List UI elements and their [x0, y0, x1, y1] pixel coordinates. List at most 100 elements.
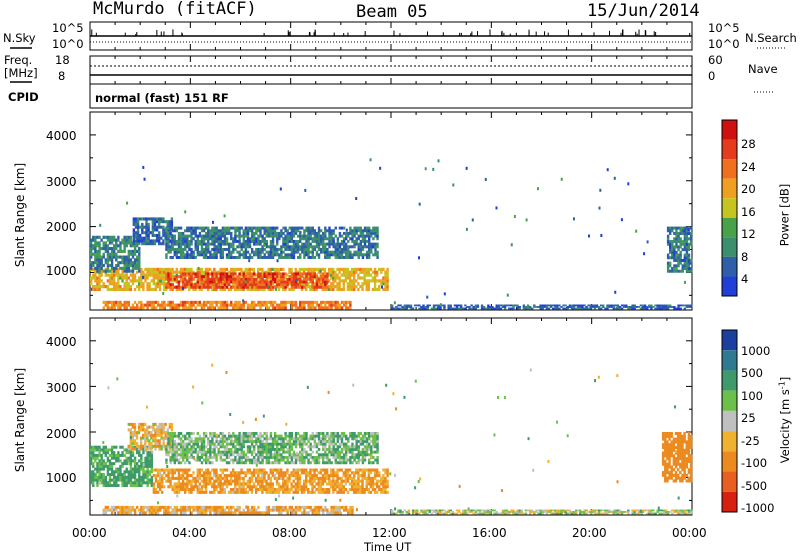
velocity-cell	[325, 487, 329, 492]
velocity-cell	[190, 479, 193, 483]
power-cell	[365, 245, 369, 249]
power-cell	[687, 245, 691, 249]
power-cell	[288, 277, 291, 281]
power-cell	[188, 275, 191, 279]
power-cell	[119, 247, 122, 251]
power-cell	[223, 229, 227, 233]
power-point	[142, 165, 145, 169]
velocity-cell	[277, 468, 281, 472]
power-cell	[238, 231, 241, 235]
velocity-cell	[169, 461, 172, 465]
velocity-cell	[236, 490, 239, 494]
power-cell	[102, 244, 105, 248]
power-cell	[441, 304, 444, 307]
power-cell	[369, 273, 373, 277]
power-cell	[679, 245, 682, 249]
power-cell	[119, 300, 122, 304]
power-cell	[309, 234, 312, 238]
velocity-cell	[231, 490, 235, 494]
velocity-cell	[359, 474, 362, 478]
power-cell	[117, 273, 120, 277]
power-cell	[166, 228, 169, 232]
power-cell	[230, 234, 233, 238]
power-cell	[612, 304, 615, 307]
power-cell	[330, 306, 333, 310]
power-cell	[255, 285, 258, 289]
velocity-cell	[319, 482, 323, 486]
power-cell	[246, 239, 250, 243]
power-cell	[108, 258, 112, 262]
power-cell	[286, 237, 289, 241]
power-cell	[311, 255, 314, 259]
velocity-cell	[248, 482, 252, 486]
power-cell	[305, 300, 308, 304]
velocity-cell	[221, 476, 224, 480]
power-cell	[121, 270, 124, 274]
power-cell	[689, 231, 693, 235]
power-cell	[154, 276, 158, 280]
power-cell	[207, 229, 210, 233]
power-cell	[296, 250, 300, 254]
velocity-cell	[298, 479, 302, 483]
velocity-cell	[196, 485, 199, 489]
velocity-cell	[127, 444, 130, 448]
velocity-cell	[305, 476, 308, 480]
power-cell	[269, 250, 273, 254]
power-cell	[269, 231, 273, 235]
velocity-cell	[154, 436, 157, 440]
velocity-cell	[375, 490, 379, 494]
power-cell	[219, 272, 222, 276]
power-cell	[125, 269, 128, 273]
velocity-cell	[269, 485, 272, 489]
power-cell	[112, 300, 116, 304]
power-cell	[90, 266, 93, 270]
power-cell	[221, 253, 225, 257]
power-cell	[324, 303, 327, 307]
velocity-cell	[292, 479, 295, 483]
power-cell	[198, 303, 202, 307]
velocity-cell	[146, 436, 149, 440]
power-cell	[213, 234, 216, 238]
power-cell	[194, 242, 197, 246]
velocity-cell	[158, 485, 162, 489]
velocity-cell	[206, 471, 210, 475]
power-cell	[154, 282, 158, 286]
power-cell	[90, 282, 93, 286]
power-cell	[238, 300, 241, 304]
power-cell	[643, 304, 647, 307]
velocity-cell	[271, 487, 275, 492]
power-cell	[311, 303, 314, 307]
power-cell	[278, 255, 281, 259]
power-cell	[345, 242, 348, 246]
power-cell	[313, 229, 317, 233]
power-cell	[327, 287, 331, 292]
velocity-cell	[156, 433, 159, 437]
power-cell	[296, 242, 300, 246]
power-cell	[227, 226, 231, 230]
power-cell	[365, 255, 369, 259]
power-cell	[169, 239, 172, 243]
power-cell	[277, 285, 281, 289]
velocity-cell	[98, 462, 101, 466]
power-cell	[158, 287, 162, 292]
velocity-cell	[133, 456, 137, 460]
power-cell	[184, 300, 187, 304]
power-cell	[669, 226, 672, 230]
power-cell	[301, 280, 304, 284]
power-cell	[384, 279, 387, 283]
power-cell	[219, 239, 222, 243]
velocity-cell	[181, 450, 185, 454]
velocity-cell	[365, 468, 368, 472]
power-cell	[217, 250, 220, 254]
power-cell	[372, 253, 375, 257]
power-cell	[434, 307, 438, 310]
power-cell	[188, 272, 191, 276]
velocity-cell	[167, 439, 170, 443]
power-cell	[250, 234, 254, 238]
power-cell	[261, 239, 264, 243]
power-cell	[196, 275, 199, 279]
velocity-cell	[350, 485, 354, 489]
power-cell	[671, 306, 674, 308]
velocity-cell	[115, 470, 118, 474]
power-cell	[175, 253, 179, 257]
